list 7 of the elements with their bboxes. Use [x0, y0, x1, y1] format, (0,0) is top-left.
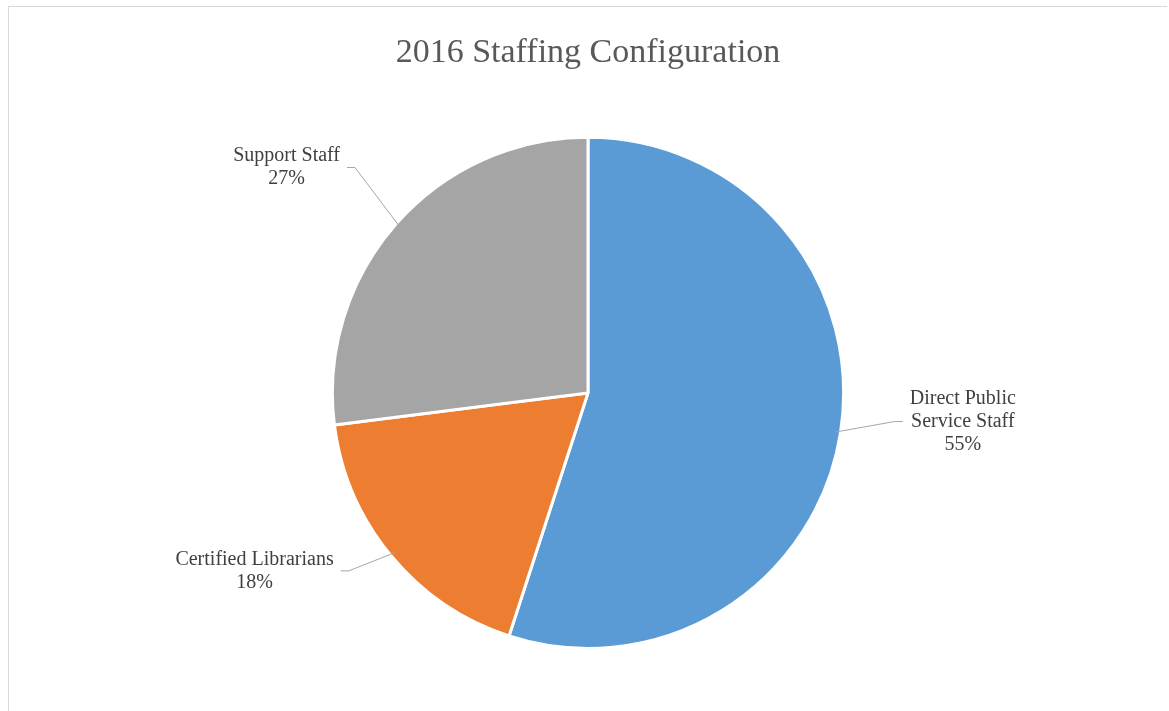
- data-label: 27%: [268, 166, 305, 189]
- slice-label: Support Staff: [233, 143, 341, 167]
- slice-label: Direct Public Service Staff: [909, 385, 1016, 431]
- data-label: 18%: [236, 569, 273, 592]
- chart-title: 2016 Staffing Configuration: [395, 32, 781, 70]
- slice-label: Certified Librarians: [175, 546, 334, 569]
- data-label: 55%: [944, 431, 982, 454]
